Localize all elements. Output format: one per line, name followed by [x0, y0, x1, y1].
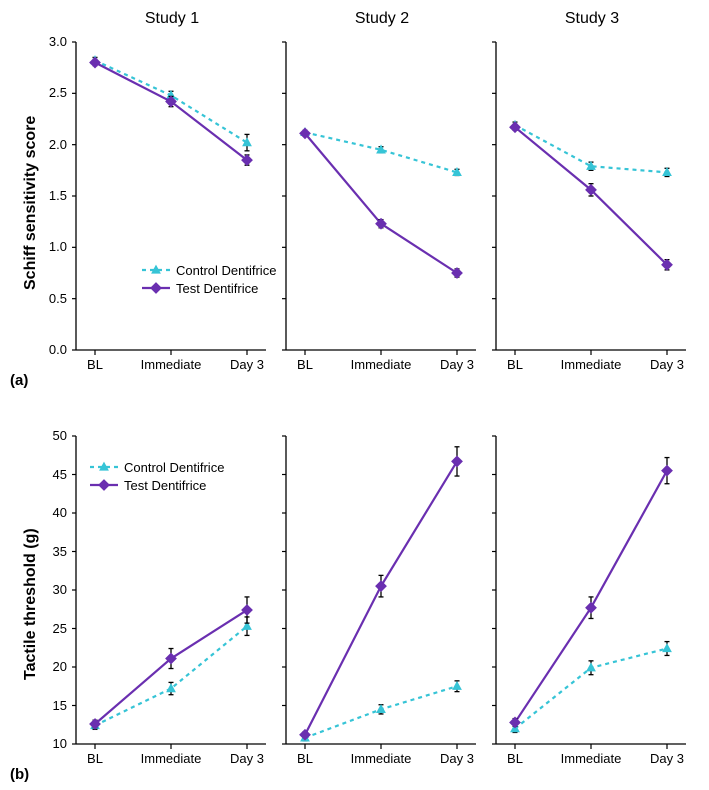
- ylabel-row-b: Tactile threshold (g): [22, 528, 40, 680]
- legend-test-row: Test Dentifrice: [142, 279, 276, 297]
- panel-b3: [492, 430, 692, 750]
- legend-test-row: Test Dentifrice: [90, 476, 224, 494]
- figure-root: Study 1 Study 2 Study 3 Schiff sensitivi…: [0, 0, 709, 790]
- tick-label: Immediate: [131, 751, 211, 766]
- legend-row-b: Control Dentifrice Test Dentifrice: [90, 458, 224, 494]
- tick-label: 35: [53, 544, 67, 559]
- tick-label: 30: [53, 582, 67, 597]
- tick-label: 1.5: [49, 188, 67, 203]
- panel-a2: [282, 36, 482, 356]
- tick-label: BL: [55, 357, 135, 372]
- tick-label: 40: [53, 505, 67, 520]
- tick-label: 25: [53, 621, 67, 636]
- tick-label: Immediate: [341, 751, 421, 766]
- tick-label: 2.0: [49, 137, 67, 152]
- tick-label: BL: [475, 357, 555, 372]
- tick-label: 0.0: [49, 342, 67, 357]
- tick-label: BL: [475, 751, 555, 766]
- tick-label: Immediate: [551, 751, 631, 766]
- tick-label: 15: [53, 698, 67, 713]
- legend-test-swatch: [90, 478, 118, 492]
- tick-label: 50: [53, 428, 67, 443]
- tick-label: 0.5: [49, 291, 67, 306]
- panel-title-2: Study 2: [282, 10, 482, 28]
- tick-label: 45: [53, 467, 67, 482]
- tick-label: 10: [53, 736, 67, 751]
- legend-control-swatch: [90, 460, 118, 474]
- row-label-a: (a): [10, 372, 28, 389]
- legend-control-label: Control Dentifrice: [124, 460, 224, 475]
- tick-label: BL: [55, 751, 135, 766]
- row-label-b: (b): [10, 766, 29, 783]
- tick-label: 3.0: [49, 34, 67, 49]
- legend-control-swatch: [142, 263, 170, 277]
- tick-label: Immediate: [131, 357, 211, 372]
- legend-control-label: Control Dentifrice: [176, 263, 276, 278]
- tick-label: Day 3: [627, 357, 707, 372]
- tick-label: Immediate: [551, 357, 631, 372]
- tick-label: 2.5: [49, 85, 67, 100]
- panel-a1: [72, 36, 272, 356]
- tick-label: Immediate: [341, 357, 421, 372]
- legend-row-a: Control Dentifrice Test Dentifrice: [142, 261, 276, 297]
- panel-title-1: Study 1: [72, 10, 272, 28]
- legend-test-label: Test Dentifrice: [176, 281, 258, 296]
- legend-control-row: Control Dentifrice: [90, 458, 224, 476]
- panel-a3: [492, 36, 692, 356]
- tick-label: 20: [53, 659, 67, 674]
- panel-b2: [282, 430, 482, 750]
- ylabel-row-a: Schiff sensitivity score: [22, 116, 40, 290]
- tick-label: Day 3: [627, 751, 707, 766]
- legend-control-row: Control Dentifrice: [142, 261, 276, 279]
- tick-label: BL: [265, 357, 345, 372]
- tick-label: 1.0: [49, 239, 67, 254]
- legend-test-label: Test Dentifrice: [124, 478, 206, 493]
- tick-label: BL: [265, 751, 345, 766]
- legend-test-swatch: [142, 281, 170, 295]
- panel-title-3: Study 3: [492, 10, 692, 28]
